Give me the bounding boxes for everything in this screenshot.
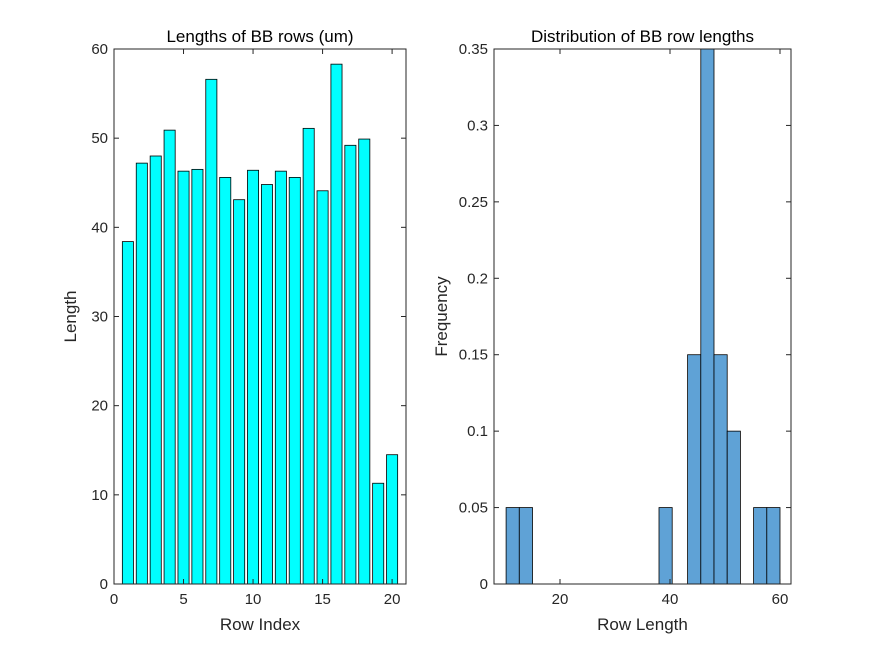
histogram-bar (687, 354, 702, 585)
chart-title: Lengths of BB rows (um) (166, 27, 353, 46)
y-tick-label: 0.3 (467, 117, 488, 134)
y-tick-label: 0.35 (459, 41, 488, 58)
x-tick-label: 40 (662, 591, 679, 608)
bar (247, 169, 260, 585)
histogram-bar (518, 507, 533, 585)
bar (372, 482, 385, 585)
y-tick-label: 0.05 (459, 500, 488, 517)
y-tick-label: 20 (91, 398, 108, 415)
y-axis-label: Length (61, 291, 80, 343)
y-axis-label: Frequency (432, 276, 451, 357)
x-tick-label: 10 (245, 591, 262, 608)
y-tick-label: 0.1 (467, 423, 488, 440)
axes-box (493, 48, 792, 585)
bar (135, 162, 148, 585)
bar (288, 176, 301, 585)
bar (121, 241, 134, 585)
histogram-bar (753, 507, 768, 585)
chart-title: Distribution of BB row lengths (531, 27, 754, 46)
histogram-bar (713, 354, 728, 585)
y-tick-label: 0.25 (459, 194, 488, 211)
histogram-bar (658, 507, 673, 585)
x-tick-label: 60 (772, 591, 789, 608)
x-tick-label: 5 (179, 591, 187, 608)
bar (274, 170, 287, 585)
bar (163, 129, 176, 585)
y-tick-label: 10 (91, 487, 108, 504)
x-tick-label: 15 (314, 591, 331, 608)
y-tick-label: 60 (91, 41, 108, 58)
bar (233, 199, 246, 585)
x-tick-label: 20 (384, 591, 401, 608)
x-tick-label: 0 (110, 591, 118, 608)
y-tick-label: 0 (100, 576, 108, 593)
bar (316, 190, 329, 585)
bar (219, 176, 232, 585)
y-tick-label: 40 (91, 219, 108, 236)
y-tick-label: 50 (91, 130, 108, 147)
bars (505, 48, 781, 585)
bar (358, 138, 371, 585)
histogram-bar (726, 430, 741, 585)
y-tick-label: 30 (91, 309, 108, 326)
bar (344, 144, 357, 585)
y-tick-label: 0 (480, 576, 488, 593)
x-axis-label: Row Index (220, 615, 301, 634)
bar (330, 63, 343, 585)
y-tick-label: 0.15 (459, 347, 488, 364)
x-axis-label: Row Length (597, 615, 688, 634)
histogram-bar (505, 507, 520, 585)
bar (177, 170, 190, 585)
bar (205, 78, 218, 585)
plot-area (114, 49, 406, 584)
x-tick-label: 20 (552, 591, 569, 608)
bar (386, 454, 399, 585)
plot-area (494, 49, 791, 584)
histogram-bar (700, 48, 715, 585)
histogram-bar (766, 507, 781, 585)
bar (260, 184, 273, 585)
y-tick-label: 0.2 (467, 270, 488, 287)
bar (191, 168, 204, 585)
bar (149, 155, 162, 585)
bar (302, 127, 315, 585)
chart-2: 0 0.05 0.1 0.15 0.2 0.25 0.3 0.35 20 40 60 Distribu… (432, 27, 792, 634)
chart-1: 0 10 20 30 40 50 60 0 5 10 15 20 Lengths of BB rows … (61, 27, 407, 634)
